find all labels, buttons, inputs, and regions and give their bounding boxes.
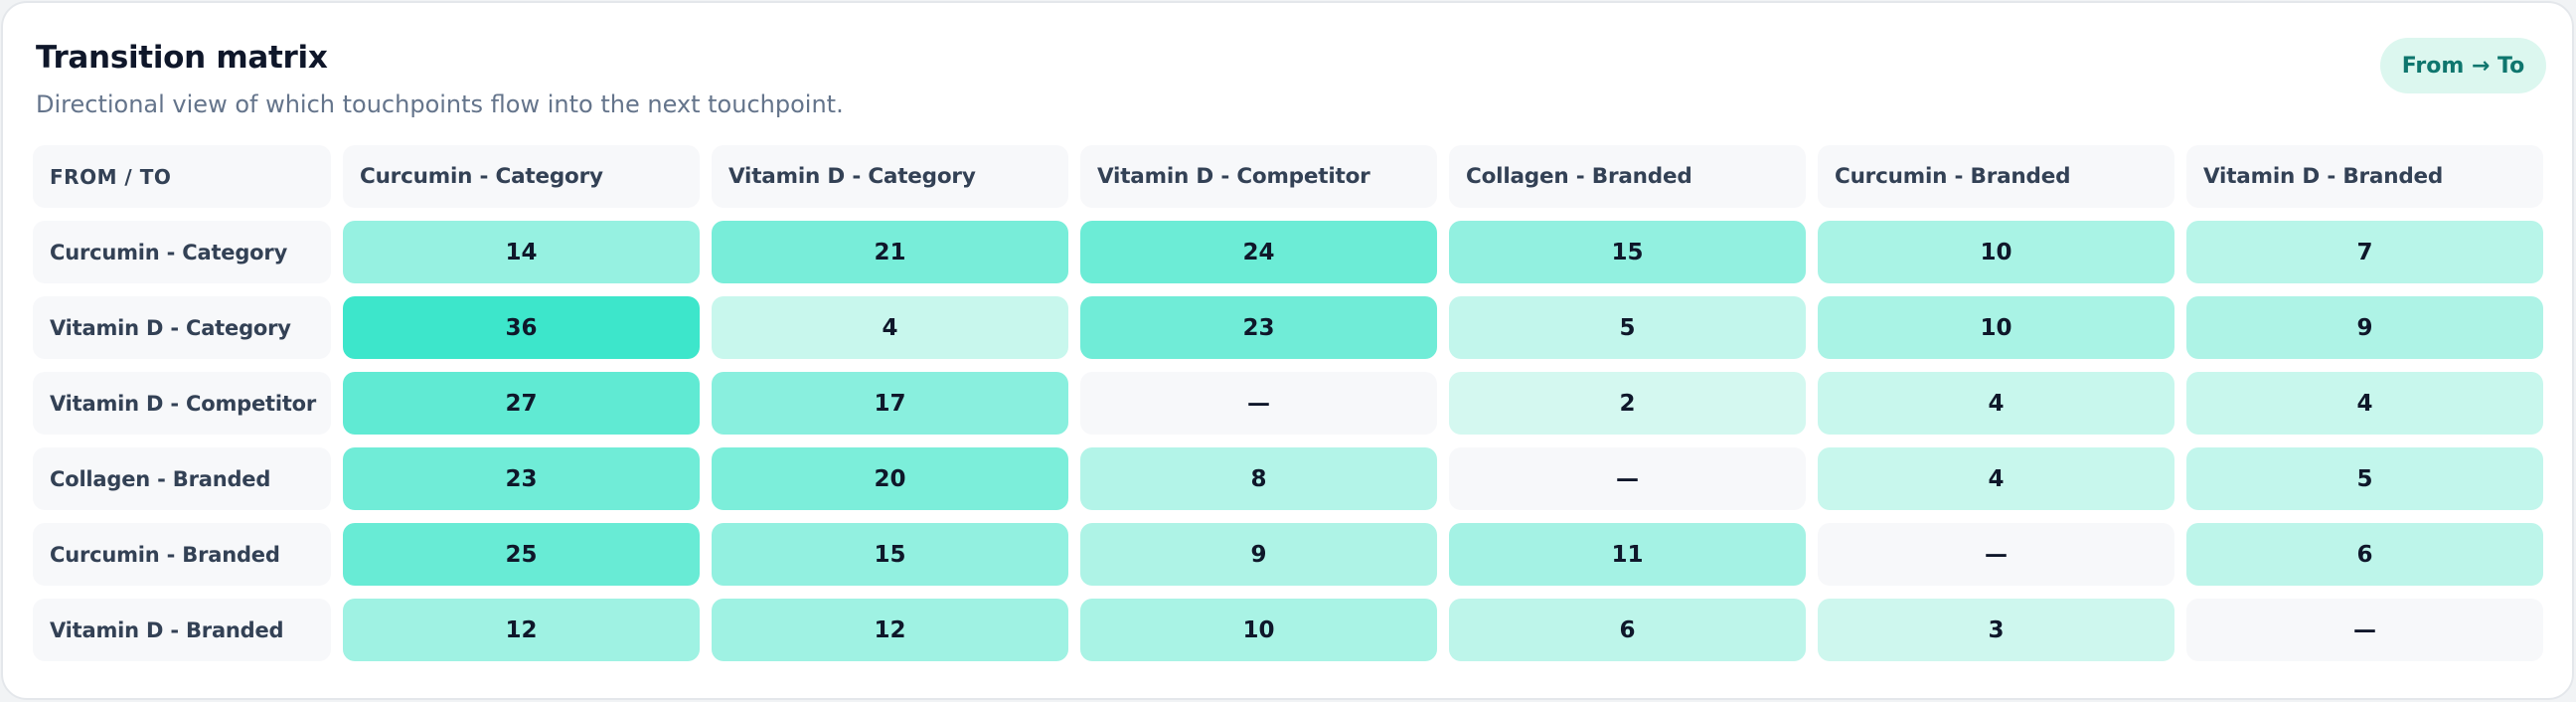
- matrix-cell: 6: [2186, 523, 2543, 586]
- matrix-cell: 11: [1449, 523, 1806, 586]
- row-header: Vitamin D - Branded: [33, 599, 331, 661]
- matrix-cell: 8: [1080, 447, 1437, 510]
- row-header: Vitamin D - Category: [33, 296, 331, 359]
- matrix-cell: 24: [1080, 221, 1437, 283]
- matrix-cell: 9: [2186, 296, 2543, 359]
- matrix-cell: 5: [1449, 296, 1806, 359]
- column-header: Curcumin - Branded: [1818, 145, 2174, 208]
- card-title: Transition matrix: [36, 40, 328, 76]
- matrix-cell: 36: [343, 296, 700, 359]
- matrix-cell: 15: [1449, 221, 1806, 283]
- direction-badge: From → To: [2380, 38, 2546, 93]
- matrix-cell: 14: [343, 221, 700, 283]
- matrix-cell: 23: [1080, 296, 1437, 359]
- matrix-cell: 4: [712, 296, 1068, 359]
- matrix-cell: 4: [1818, 372, 2174, 435]
- matrix-cell: 10: [1818, 296, 2174, 359]
- matrix-corner-header: FROM / TO: [33, 145, 331, 208]
- matrix-cell: 21: [712, 221, 1068, 283]
- matrix-cell: —: [1449, 447, 1806, 510]
- column-header: Collagen - Branded: [1449, 145, 1806, 208]
- row-header: Curcumin - Category: [33, 221, 331, 283]
- matrix-cell: 4: [1818, 447, 2174, 510]
- matrix-cell: 23: [343, 447, 700, 510]
- matrix-cell: 7: [2186, 221, 2543, 283]
- matrix-cell: 5: [2186, 447, 2543, 510]
- column-header: Curcumin - Category: [343, 145, 700, 208]
- matrix-cell: 2: [1449, 372, 1806, 435]
- matrix-cell: 10: [1818, 221, 2174, 283]
- row-header: Collagen - Branded: [33, 447, 331, 510]
- matrix-cell: 4: [2186, 372, 2543, 435]
- column-header: Vitamin D - Competitor: [1080, 145, 1437, 208]
- matrix-cell: 15: [712, 523, 1068, 586]
- row-header: Vitamin D - Competitor: [33, 372, 331, 435]
- matrix-cell: —: [1818, 523, 2174, 586]
- matrix-cell: 27: [343, 372, 700, 435]
- column-header: Vitamin D - Branded: [2186, 145, 2543, 208]
- matrix-cell: 25: [343, 523, 700, 586]
- matrix-cell: —: [1080, 372, 1437, 435]
- matrix-cell: 10: [1080, 599, 1437, 661]
- matrix-cell: 17: [712, 372, 1068, 435]
- matrix-cell: 20: [712, 447, 1068, 510]
- card-subtitle: Directional view of which touchpoints fl…: [36, 90, 844, 118]
- matrix-cell: 9: [1080, 523, 1437, 586]
- row-header: Curcumin - Branded: [33, 523, 331, 586]
- matrix-cell: —: [2186, 599, 2543, 661]
- matrix-cell: 12: [343, 599, 700, 661]
- matrix-cell: 12: [712, 599, 1068, 661]
- matrix-cell: 3: [1818, 599, 2174, 661]
- transition-matrix-table: FROM / TO Curcumin - Category Vitamin D …: [33, 145, 2543, 661]
- column-header: Vitamin D - Category: [712, 145, 1068, 208]
- matrix-cell: 6: [1449, 599, 1806, 661]
